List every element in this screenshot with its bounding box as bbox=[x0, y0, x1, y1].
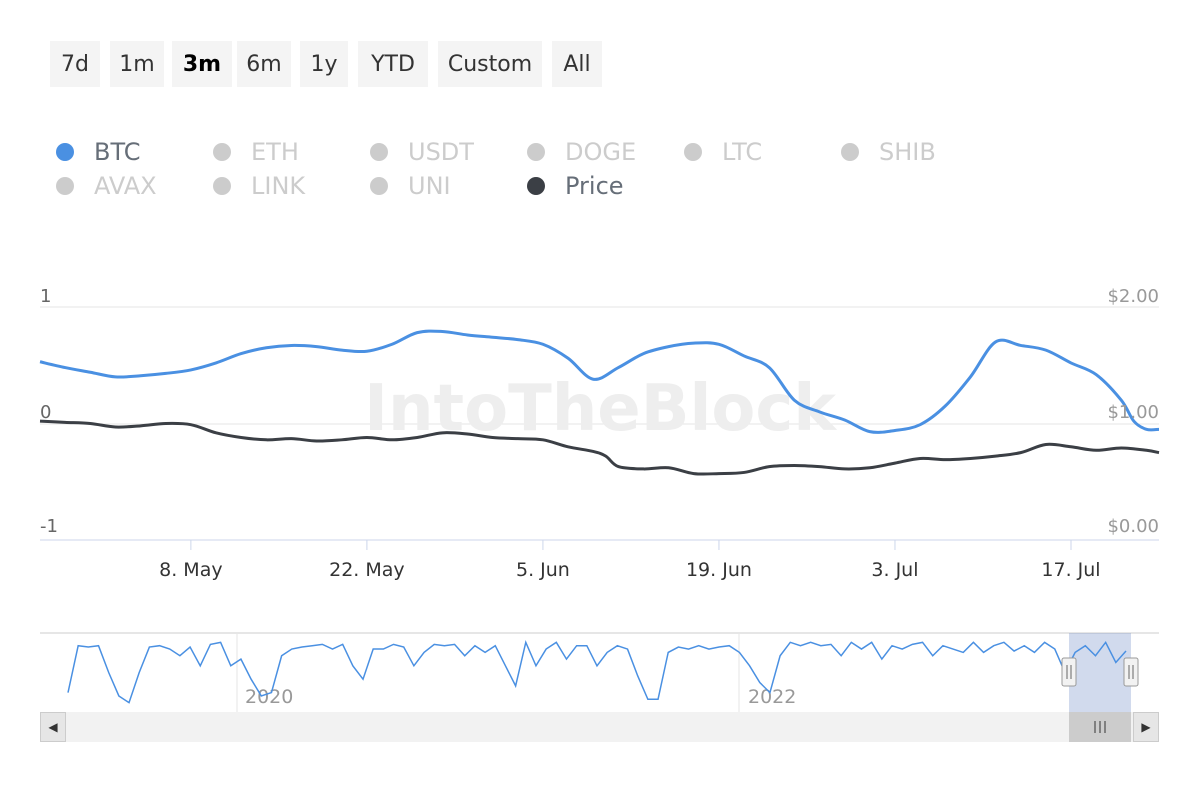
range-button-7d[interactable]: 7d bbox=[50, 41, 100, 87]
legend-dot-eth bbox=[213, 143, 231, 161]
legend-label-ltc: LTC bbox=[722, 138, 763, 166]
legend-dot-ltc bbox=[684, 143, 702, 161]
y-right-tick-label: $1.00 bbox=[1107, 402, 1159, 423]
legend-dot-avax bbox=[56, 177, 74, 195]
legend-item-usdt[interactable]: USDT bbox=[370, 138, 474, 166]
legend-item-shib[interactable]: SHIB bbox=[841, 138, 936, 166]
range-button-1y[interactable]: 1y bbox=[300, 41, 348, 87]
x-tick-label: 17. Jul bbox=[1041, 559, 1100, 581]
legend-dot-btc bbox=[56, 143, 74, 161]
legend-label-usdt: USDT bbox=[408, 138, 474, 166]
legend-dot-shib bbox=[841, 143, 859, 161]
legend-label-eth: ETH bbox=[251, 138, 299, 166]
range-button-3m[interactable]: 3m bbox=[172, 41, 232, 87]
navigator-selected-range[interactable] bbox=[1069, 633, 1131, 712]
navigator-handle[interactable] bbox=[1061, 657, 1077, 687]
legend-item-price[interactable]: Price bbox=[527, 172, 624, 200]
x-tick-label: 19. Jun bbox=[686, 559, 752, 581]
range-button-1m[interactable]: 1m bbox=[110, 41, 164, 87]
chevron-left-icon: ◀ bbox=[48, 720, 58, 734]
scrollbar-track[interactable] bbox=[66, 712, 1133, 742]
legend-item-eth[interactable]: ETH bbox=[213, 138, 299, 166]
y-right-tick-label: $0.00 bbox=[1107, 516, 1159, 537]
x-tick-label: 3. Jul bbox=[871, 559, 918, 581]
y-left-tick-label: -1 bbox=[40, 516, 58, 537]
legend-label-price: Price bbox=[565, 172, 624, 200]
legend-label-doge: DOGE bbox=[565, 138, 637, 166]
chevron-right-icon: ▶ bbox=[1141, 720, 1151, 734]
legend-dot-usdt bbox=[370, 143, 388, 161]
x-tick-label: 22. May bbox=[329, 559, 405, 581]
legend-item-ltc[interactable]: LTC bbox=[684, 138, 762, 166]
legend-dot-uni bbox=[370, 177, 388, 195]
range-button-all[interactable]: All bbox=[552, 41, 602, 87]
navigator-year-label: 2022 bbox=[748, 686, 796, 708]
legend-label-shib: SHIB bbox=[879, 138, 936, 166]
range-button-ytd[interactable]: YTD bbox=[358, 41, 428, 87]
legend-label-uni: UNI bbox=[408, 172, 451, 200]
series-line-price bbox=[39, 419, 1160, 476]
navigator-year-label: 2020 bbox=[245, 686, 293, 708]
legend-item-link[interactable]: LINK bbox=[213, 172, 305, 200]
x-tick-label: 8. May bbox=[159, 559, 222, 581]
y-left-tick-label: 0 bbox=[40, 402, 51, 423]
legend-label-avax: AVAX bbox=[94, 172, 157, 200]
y-left-tick-label: 1 bbox=[40, 286, 51, 307]
legend-item-uni[interactable]: UNI bbox=[370, 172, 451, 200]
legend-item-doge[interactable]: DOGE bbox=[527, 138, 636, 166]
legend-label-btc: BTC bbox=[94, 138, 141, 166]
scroll-left-button[interactable]: ◀ bbox=[40, 712, 66, 742]
legend-dot-doge bbox=[527, 143, 545, 161]
legend-label-link: LINK bbox=[251, 172, 306, 200]
navigator-series-line bbox=[67, 639, 1127, 704]
range-button-6m[interactable]: 6m bbox=[237, 41, 291, 87]
series-line-btc bbox=[39, 329, 1160, 434]
navigator-handle[interactable] bbox=[1123, 657, 1139, 687]
y-right-tick-label: $2.00 bbox=[1107, 286, 1159, 307]
legend-item-btc[interactable]: BTC bbox=[56, 138, 140, 166]
legend-dot-link bbox=[213, 177, 231, 195]
legend-dot-price bbox=[527, 177, 545, 195]
range-button-custom[interactable]: Custom bbox=[438, 41, 542, 87]
scroll-right-button[interactable]: ▶ bbox=[1133, 712, 1159, 742]
legend-item-avax[interactable]: AVAX bbox=[56, 172, 157, 200]
x-tick-label: 5. Jun bbox=[516, 559, 570, 581]
